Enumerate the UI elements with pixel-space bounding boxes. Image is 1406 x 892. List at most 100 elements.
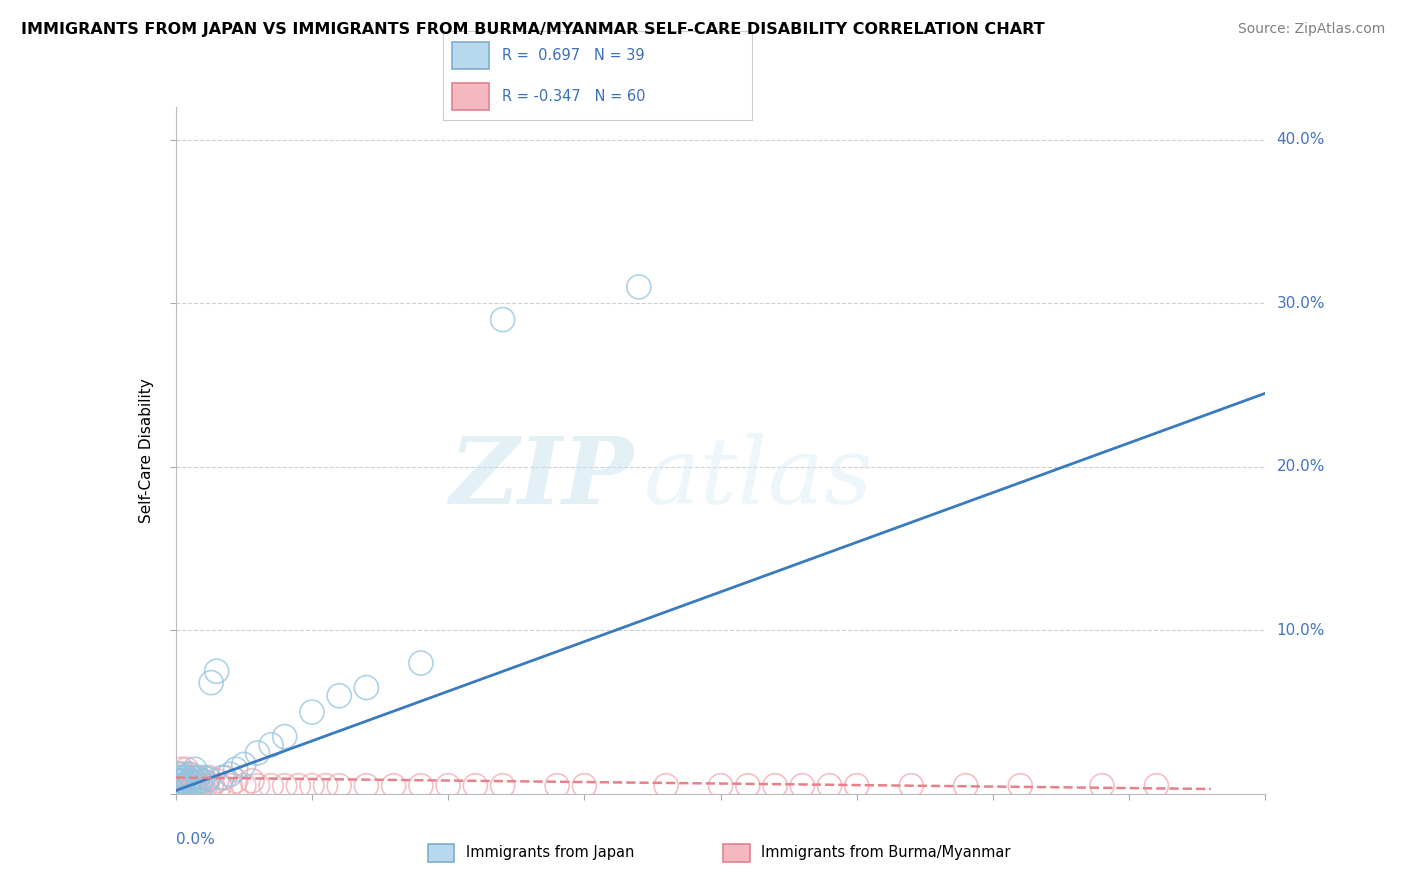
Point [205,773,228,788]
Point [328,779,350,793]
Point [173,771,195,785]
Point [1010,779,1032,793]
Point [176,771,198,785]
Point [260,779,283,793]
Point [356,681,378,695]
Point [184,777,207,791]
Text: 20.0%: 20.0% [1277,459,1324,475]
Point [167,779,190,793]
Point [246,746,269,760]
Point [315,779,337,793]
Point [188,773,211,788]
Point [170,773,193,788]
Point [170,779,193,793]
Point [167,779,190,793]
Point [179,767,201,781]
Text: 10.0%: 10.0% [1277,623,1324,638]
Point [200,779,222,793]
FancyBboxPatch shape [453,42,489,69]
Point [197,771,219,785]
FancyBboxPatch shape [453,83,489,110]
Point [409,656,432,670]
Point [167,771,190,785]
Text: R =  0.697   N = 39: R = 0.697 N = 39 [502,48,644,62]
Point [188,779,211,793]
Point [710,779,733,793]
Point [176,771,198,785]
Point [167,767,190,781]
Point [763,779,786,793]
Point [287,779,309,793]
Point [176,762,198,776]
Text: R = -0.347   N = 60: R = -0.347 N = 60 [502,89,645,103]
Point [194,779,217,793]
Point [173,773,195,788]
Point [274,779,297,793]
Point [186,779,209,793]
Point [167,773,190,788]
Point [176,779,198,793]
Point [845,779,868,793]
Text: ZIP: ZIP [449,433,633,523]
Point [205,664,228,679]
Point [737,779,759,793]
Point [214,771,236,785]
Point [179,779,201,793]
Point [197,772,219,787]
Point [1144,779,1167,793]
Point [225,762,247,776]
Text: 0.0%: 0.0% [176,831,215,847]
Point [1091,779,1114,793]
Point [260,738,283,752]
FancyBboxPatch shape [723,844,749,863]
Point [170,762,193,776]
Point [167,775,190,789]
Text: Source: ZipAtlas.com: Source: ZipAtlas.com [1237,22,1385,37]
Point [173,779,195,793]
Point [328,689,350,703]
Point [492,779,515,793]
Point [179,773,201,788]
Point [900,779,922,793]
Point [184,779,207,793]
Point [437,779,460,793]
Point [356,779,378,793]
Point [186,771,209,785]
Point [181,771,204,785]
Point [301,779,323,793]
Point [191,771,214,785]
Point [186,771,209,785]
Point [194,775,217,789]
Point [546,779,568,793]
Point [274,730,297,744]
Point [181,775,204,789]
Point [464,779,486,793]
FancyBboxPatch shape [427,844,454,863]
Point [219,767,242,781]
Point [792,779,814,793]
Point [492,312,515,326]
Point [232,757,254,772]
Point [179,767,201,781]
Point [186,775,209,789]
Point [170,767,193,781]
Point [200,675,222,690]
Point [181,771,204,785]
Point [574,779,596,793]
Point [170,771,193,785]
Point [246,779,269,793]
Text: Immigrants from Japan: Immigrants from Japan [467,846,634,860]
Point [225,773,247,788]
Point [955,779,977,793]
Point [382,779,405,793]
Point [208,779,231,793]
Point [301,705,323,719]
Text: 30.0%: 30.0% [1277,296,1324,310]
Point [409,779,432,793]
Point [655,779,678,793]
Point [818,779,841,793]
Point [181,779,204,793]
Text: atlas: atlas [644,433,873,523]
Point [219,779,242,793]
Point [191,773,214,788]
